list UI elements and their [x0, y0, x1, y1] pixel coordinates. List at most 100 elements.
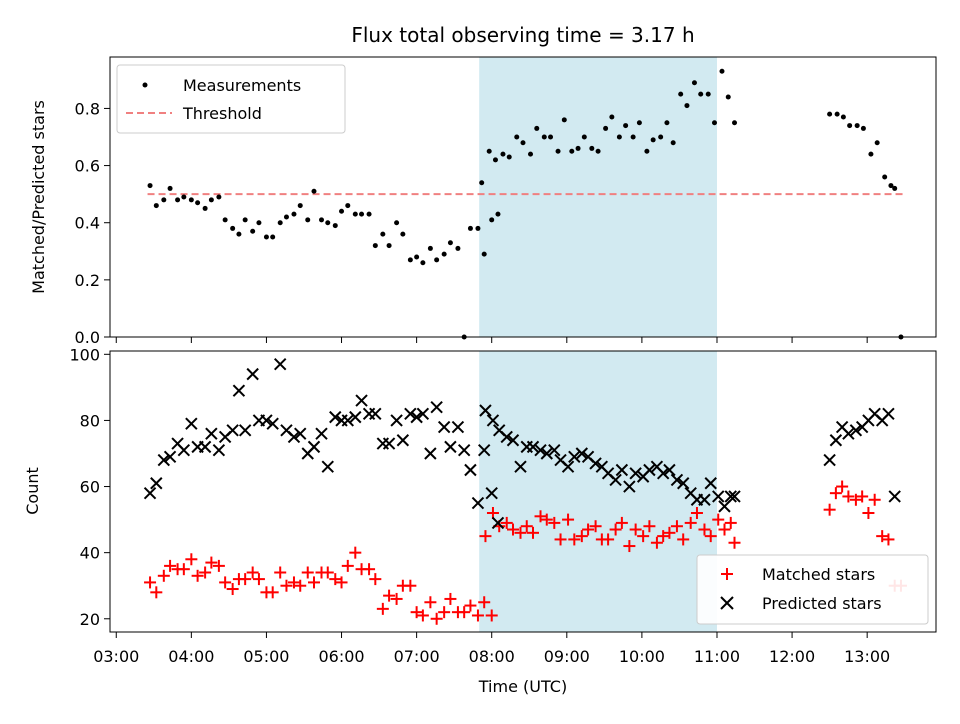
matched-star-point [506, 523, 519, 536]
predicted-star-point [882, 407, 895, 421]
predicted-star-point [823, 453, 836, 467]
measurement-point [161, 197, 167, 203]
predicted-star-point [396, 434, 410, 447]
predicted-star-point [623, 480, 636, 493]
matched-star-point [363, 563, 376, 576]
matched-star-point [842, 490, 855, 503]
x-tick-label: 11:00 [694, 647, 740, 666]
predicted-star-point [430, 400, 443, 414]
measurement-point [394, 220, 400, 226]
matched-stars-series [144, 480, 907, 625]
y-tick-label: 40 [80, 544, 100, 563]
predicted-star-point [369, 407, 382, 421]
predicted-star-point [526, 440, 540, 454]
measurement-point [256, 220, 262, 226]
predicted-star-point [698, 493, 711, 506]
predicted-star-point [506, 434, 520, 447]
bottom-y-axis-label: Count [23, 467, 42, 515]
x-tick-label: 09:00 [544, 647, 590, 666]
measurement-point [467, 225, 473, 231]
measurement-point [860, 125, 866, 131]
measurement-point [202, 205, 208, 211]
measurement-point [630, 134, 636, 140]
measurement-point [834, 111, 840, 117]
x-tick-label: 07:00 [394, 647, 440, 666]
matched-star-point [862, 506, 875, 519]
measurement-point [311, 188, 317, 194]
matched-star-point [868, 493, 881, 506]
measurement-point [250, 228, 256, 234]
top-measurements-series [147, 68, 904, 340]
matched-star-point [335, 576, 348, 589]
measurement-point [616, 134, 622, 140]
predicted-star-point [849, 424, 863, 437]
predicted-star-point [390, 414, 403, 427]
measurement-point [372, 243, 378, 249]
legend-predicted-marker [720, 596, 734, 610]
measurement-point [366, 211, 372, 217]
measurement-point [698, 91, 704, 97]
matched-star-point [670, 520, 683, 533]
predicted-star-point [177, 443, 191, 457]
measurement-point [434, 257, 440, 263]
measurement-point [400, 231, 406, 237]
measurement-point [581, 134, 587, 140]
predicted-star-point [561, 460, 575, 473]
x-axis-label: Time (UTC) [478, 677, 567, 696]
predicted-star-point [294, 427, 307, 440]
predicted-star-point [615, 463, 629, 477]
x-tick-label: 03:00 [93, 647, 139, 666]
measurement-point [868, 151, 874, 157]
bottom-axes-frame [109, 350, 937, 633]
matched-star-point [287, 576, 300, 589]
matched-star-point [349, 546, 362, 559]
x-tick-label: 06:00 [318, 647, 364, 666]
matched-star-point [849, 493, 862, 506]
matched-star-point [629, 523, 642, 536]
predicted-star-point [349, 410, 362, 424]
measurement-point [589, 145, 595, 151]
measurement-point [623, 123, 629, 129]
measurement-point [569, 148, 575, 154]
predicted-star-point [150, 477, 163, 490]
matched-star-point [643, 520, 656, 533]
measurement-point [691, 80, 697, 86]
x-tick-label: 08:00 [469, 647, 515, 666]
matched-star-point [478, 596, 491, 609]
matched-star-point [609, 523, 622, 536]
predicted-star-point [273, 358, 287, 371]
predicted-star-point [212, 443, 226, 457]
measurement-point [386, 243, 392, 249]
measurement-point [359, 211, 365, 217]
predicted-star-point [382, 437, 396, 450]
predicted-star-point [404, 407, 417, 421]
measurement-point [167, 185, 173, 191]
matched-star-point [150, 586, 163, 599]
matched-star-point [458, 606, 471, 619]
matched-star-point [575, 530, 588, 543]
top-legend-box [116, 64, 346, 134]
top-x-ticks [115, 337, 868, 343]
matched-star-point [294, 579, 307, 592]
predicted-star-point [589, 457, 602, 470]
matched-star-point [239, 573, 252, 586]
predicted-star-point [362, 407, 376, 421]
measurement-point [283, 214, 289, 220]
measurement-point [495, 211, 501, 217]
matched-star-point [876, 530, 889, 543]
matched-star-point [185, 553, 198, 566]
measurement-point [609, 114, 615, 120]
y-tick-label: 0.8 [75, 99, 100, 118]
matched-star-point [485, 609, 498, 622]
measurement-point [420, 260, 426, 266]
measurement-point [407, 257, 413, 263]
predicted-star-point [266, 417, 279, 430]
matched-star-point [589, 520, 602, 533]
predicted-star-point [656, 467, 670, 480]
predicted-star-point [829, 434, 843, 447]
predicted-star-point [238, 424, 252, 437]
matched-star-point [390, 592, 403, 605]
measurement-point [705, 91, 711, 97]
matched-star-point [582, 523, 595, 536]
matched-star-point [657, 530, 670, 543]
